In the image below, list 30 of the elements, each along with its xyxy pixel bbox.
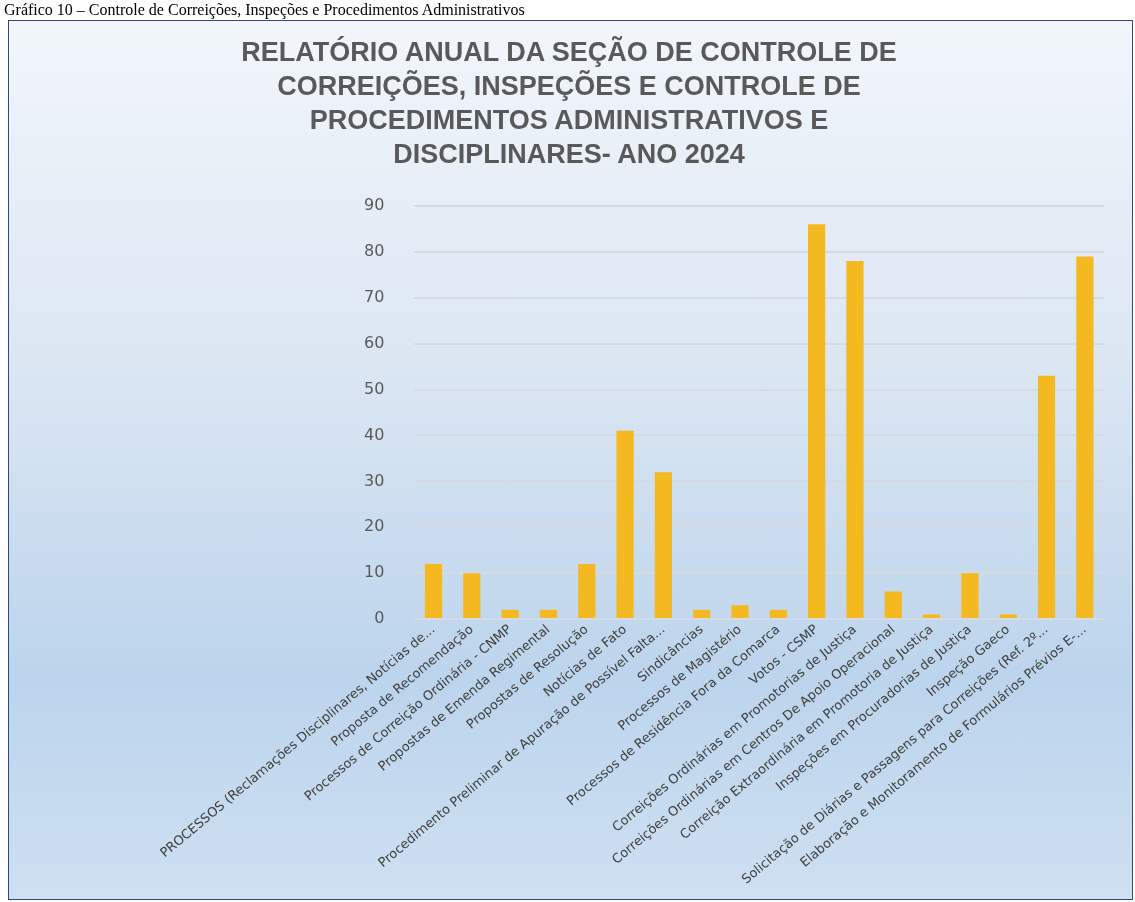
text: Gráfico 10 – Controle de Correições, Inspeções e Procedimentos Administrativos [4, 0, 525, 19]
bar [463, 573, 481, 619]
y-tick-label: 20 [364, 516, 385, 536]
bar [539, 609, 558, 619]
bar [1076, 256, 1094, 619]
bar [731, 605, 749, 619]
y-tick-label: 80 [364, 241, 385, 261]
y-tick-label: 70 [364, 286, 385, 306]
bar [769, 609, 787, 619]
y-tick-label: 90 [364, 195, 385, 215]
y-tick-label: 0 [374, 608, 385, 628]
bar [693, 609, 711, 619]
bar [424, 563, 443, 619]
bar [846, 261, 864, 619]
bar [808, 224, 826, 619]
bar [501, 609, 519, 619]
bar [999, 614, 1017, 619]
y-tick-label: 50 [364, 378, 385, 398]
bar [961, 573, 979, 619]
bar [884, 591, 902, 619]
y-tick-label: 10 [364, 562, 385, 582]
bar [1037, 375, 1056, 619]
bar [922, 614, 941, 619]
bar [654, 472, 673, 619]
y-tick-label: 30 [364, 470, 385, 490]
y-tick-label: 40 [364, 424, 385, 444]
y-tick-label: 60 [364, 332, 385, 352]
bar [616, 430, 634, 619]
chart-title: RELATÓRIO ANUAL DA SEÇÃO DE CONTROLE DE CORREIÇÕES, INSPEÇÕES E CONTROLE DE PROCEDIMENTOS ADMINISTRATIVOS E DISCIPLINARES- ANO 2024 [240, 35, 898, 171]
bar [578, 563, 596, 619]
